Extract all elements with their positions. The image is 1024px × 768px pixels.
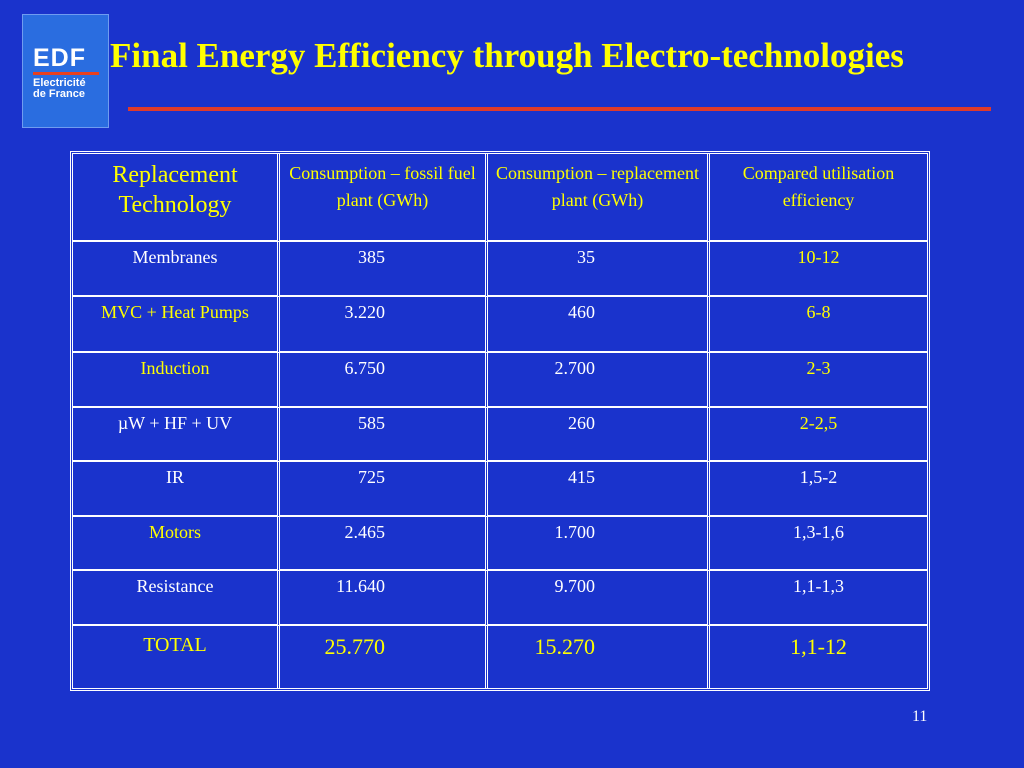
cell-replacement: 260	[488, 407, 710, 463]
cell-technology: MVC + Heat Pumps	[73, 296, 280, 354]
cell-technology: IR	[73, 462, 280, 517]
cell-replacement: 35	[488, 242, 710, 297]
table-row: MVC + Heat Pumps 3.220 460 6-8	[73, 296, 927, 354]
logo-subtitle: Electricité de France	[33, 78, 86, 100]
logo-sub-line2: de France	[33, 88, 85, 100]
table-row: Membranes 385 35 10-12	[73, 242, 927, 297]
cell-efficiency: 1,3-1,6	[710, 517, 927, 572]
cell-efficiency: 1,1-1,3	[710, 571, 927, 627]
cell-total-fossil: 25.770	[280, 626, 488, 688]
cell-technology: Resistance	[73, 571, 280, 627]
logo-mark: EDF	[33, 44, 86, 72]
cell-fossil: 6.750	[280, 353, 488, 408]
cell-total-label: TOTAL	[73, 626, 280, 688]
cell-replacement: 415	[488, 462, 710, 517]
cell-replacement: 1.700	[488, 516, 710, 572]
table-row: Motors 2.465 1.700 1,3-1,6	[73, 516, 927, 572]
cell-technology: µW + HF + UV	[73, 407, 280, 463]
table-header-row: Replacement Technology Consumption – fos…	[73, 154, 927, 242]
table-row: Resistance 11.640 9.700 1,1-1,3	[73, 571, 927, 627]
cell-efficiency: 6-8	[710, 297, 927, 354]
table-row: µW + HF + UV 585 260 2-2,5	[73, 407, 927, 463]
cell-efficiency: 10-12	[710, 242, 927, 297]
table-row: IR 725 415 1,5-2	[73, 462, 927, 517]
cell-technology: Membranes	[73, 242, 280, 297]
logo-sub-line1: Electricité	[33, 77, 86, 89]
title-rule	[128, 107, 991, 111]
table-total-row: TOTAL 25.770 15.270 1,1-12	[73, 626, 927, 688]
cell-efficiency: 2-3	[710, 353, 927, 408]
cell-technology: Induction	[73, 353, 280, 408]
page-number: 11	[912, 708, 928, 725]
edf-logo: EDF Electricité de France	[22, 14, 109, 128]
cell-replacement: 9.700	[488, 571, 710, 627]
cell-fossil: 385	[280, 242, 488, 297]
cell-efficiency: 2-2,5	[710, 408, 927, 463]
header-fossil: Consumption – fossil fuel plant (GWh)	[280, 154, 488, 242]
cell-efficiency: 1,5-2	[710, 462, 927, 517]
cell-fossil: 11.640	[280, 571, 488, 627]
cell-fossil: 725	[280, 462, 488, 517]
header-efficiency: Compared utilisation efficiency	[710, 154, 927, 242]
header-replacement: Consumption – replacement plant (GWh)	[488, 154, 710, 242]
slide-title: Final Energy Efficiency through Electro-…	[110, 36, 904, 75]
cell-fossil: 3.220	[280, 296, 488, 354]
cell-total-efficiency: 1,1-12	[790, 634, 847, 660]
cell-technology: Motors	[73, 516, 280, 572]
table-row: Induction 6.750 2.700 2-3	[73, 353, 927, 408]
cell-replacement: 2.700	[488, 353, 710, 408]
cell-total-replacement: 15.270	[488, 626, 710, 688]
logo-accent-bar	[33, 72, 99, 75]
cell-fossil: 585	[280, 407, 488, 463]
cell-fossil: 2.465	[280, 516, 488, 572]
cell-replacement: 460	[488, 296, 710, 354]
header-technology: Replacement Technology	[73, 154, 280, 242]
efficiency-table: Replacement Technology Consumption – fos…	[70, 151, 930, 691]
